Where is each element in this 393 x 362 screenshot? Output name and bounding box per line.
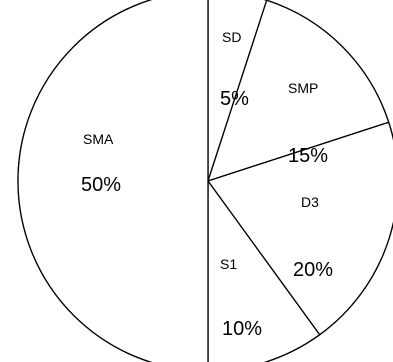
slice-value-smp: 15% [288, 145, 328, 167]
slice-value-sd: 5% [220, 88, 249, 110]
slice-value-s1: 10% [222, 318, 262, 340]
slice-value-sma: 50% [81, 174, 121, 196]
slice-label-sd: SD [222, 29, 241, 45]
pie-slice-d3 [206, 121, 393, 336]
slice-label-s1: S1 [220, 256, 237, 272]
slice-label-smp: SMP [288, 80, 318, 96]
slice-label-sma: SMA [83, 131, 114, 147]
pie-slice-smp [206, 0, 390, 183]
pie-slice-sma [17, 0, 209, 362]
slice-label-d3: D3 [301, 194, 319, 210]
slice-value-d3: 20% [293, 259, 333, 281]
